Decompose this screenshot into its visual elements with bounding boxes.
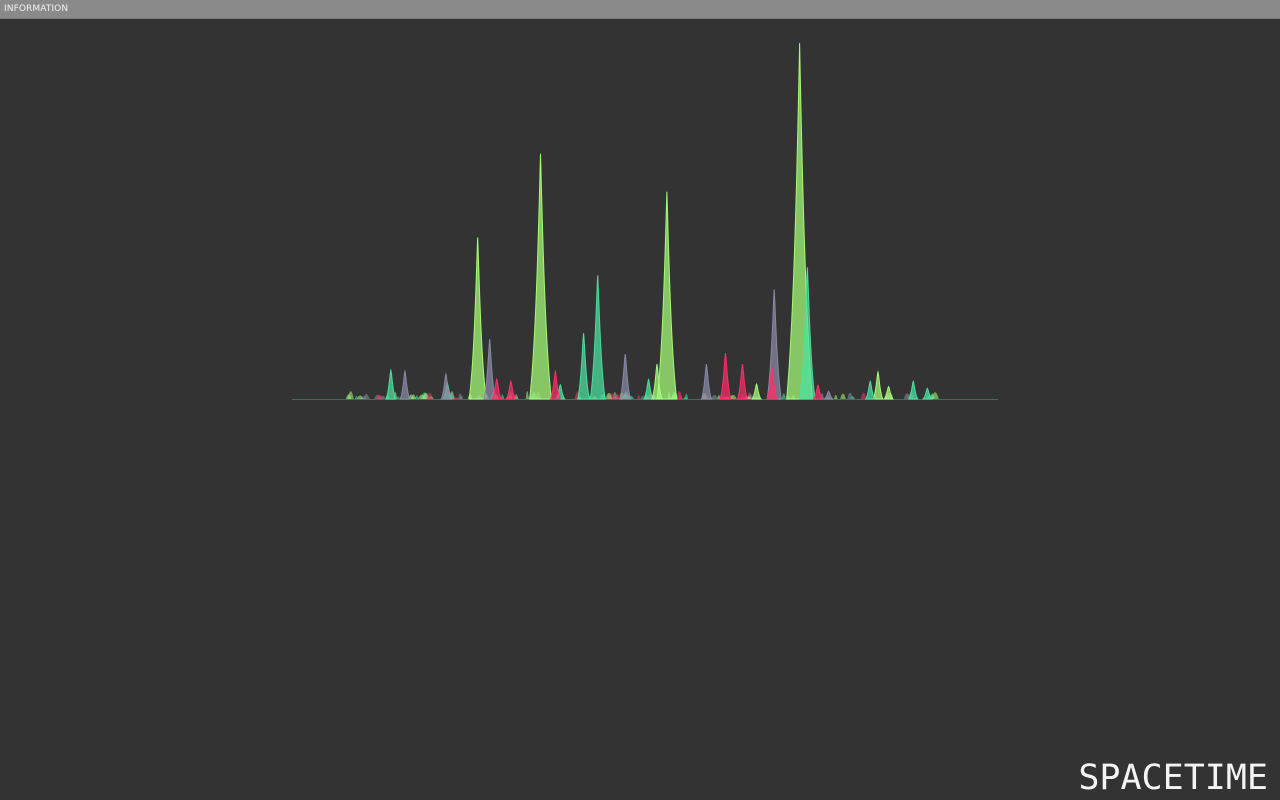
spectrum-peak: [468, 237, 487, 400]
noise-peak: [354, 395, 359, 399]
information-menu-item[interactable]: INFORMATION: [4, 4, 69, 14]
spectrum-peak: [619, 354, 632, 400]
spectrum-peak: [799, 267, 816, 400]
noise-peak: [711, 394, 718, 399]
spectrum-peak: [766, 289, 782, 400]
noise-peak: [357, 395, 364, 399]
spectrum-peak: [643, 378, 654, 400]
spacetime-brand-label: SPACETIME: [1078, 758, 1268, 798]
noise-peak: [377, 395, 382, 399]
spectrum-peaks: [292, 42, 998, 400]
noise-peak: [840, 393, 846, 399]
noise-peak: [396, 396, 400, 399]
noise-peak: [458, 393, 463, 399]
spectrum-peak: [440, 372, 452, 400]
spectrum-peak: [529, 153, 552, 400]
spectrum-peak: [549, 369, 561, 400]
spectrum-peak: [491, 377, 503, 400]
spectrum-peak: [751, 382, 762, 400]
top-menu-bar: INFORMATION: [0, 0, 1280, 19]
spectrum-peak: [766, 366, 778, 400]
spectrum-peak: [719, 352, 732, 400]
noise-peak: [426, 397, 434, 399]
spectrum-peak: [399, 369, 411, 400]
noise-peak: [615, 393, 620, 399]
spectrum-peak: [656, 191, 678, 400]
spectrum-peak: [385, 368, 397, 400]
spectrum-peak: [883, 385, 895, 400]
spectrum-peak: [872, 370, 884, 400]
spectrum-visualizer: [0, 19, 1280, 800]
spectrum-peak: [651, 364, 663, 400]
noise-peak: [514, 393, 519, 399]
noise-peak: [860, 392, 867, 399]
spectrum-peak: [483, 339, 496, 400]
noise-peak: [834, 394, 838, 399]
noise-peak: [729, 394, 737, 399]
noise-peak: [500, 394, 505, 399]
noise-peak: [415, 395, 419, 399]
noise-peak: [347, 391, 354, 399]
spectrum-peak: [577, 333, 591, 400]
spectrum-peak: [907, 379, 919, 400]
spectrum-peak: [822, 390, 835, 400]
spectrum-peak: [505, 379, 517, 400]
noise-peak: [426, 392, 433, 399]
noise-peak: [380, 395, 386, 399]
spectrum-peak: [700, 364, 713, 400]
noise-peak: [525, 391, 529, 399]
noise-peak: [637, 394, 641, 399]
noise-peak: [363, 393, 370, 399]
noise-peak: [676, 391, 683, 399]
spectrum-peak: [812, 384, 824, 400]
spectrum-peak: [864, 379, 876, 400]
spectrum-peak: [921, 387, 933, 400]
noise-peak: [684, 393, 689, 399]
noise-peak: [847, 392, 853, 399]
spectrum-peak: [589, 275, 606, 400]
noise-peak: [605, 392, 613, 399]
spectrum-peak: [736, 364, 749, 400]
noise-peak: [931, 392, 939, 399]
noise-peak: [781, 393, 786, 399]
